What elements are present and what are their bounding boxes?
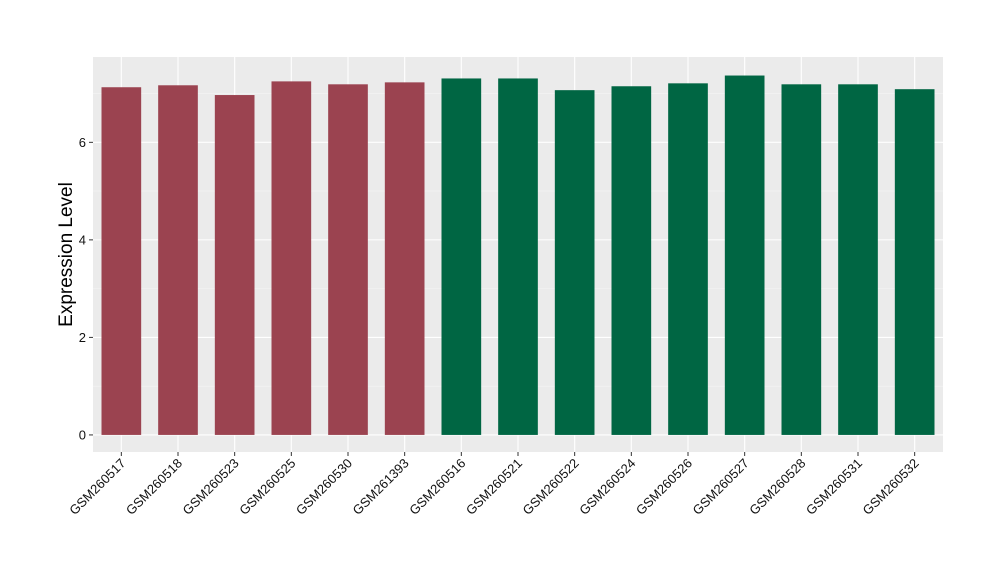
y-axis-title: Expression Level	[56, 182, 77, 327]
bar-GSM260527	[724, 75, 765, 435]
bar-GSM260521	[498, 78, 538, 435]
x-tick-label: GSM260524	[576, 456, 638, 518]
bar-GSM260528	[781, 84, 822, 435]
x-tick-label: GSM261393	[350, 456, 412, 518]
y-tick-label: 4	[79, 232, 86, 247]
bar-GSM260517	[101, 87, 142, 435]
bar-GSM260526	[668, 83, 708, 435]
x-tick-label: GSM260528	[746, 456, 808, 518]
y-tick-label: 2	[79, 330, 86, 345]
x-tick-label: GSM260532	[860, 456, 922, 518]
bar-GSM260516	[441, 78, 482, 435]
bar-GSM260524	[611, 86, 652, 435]
x-tick-label: GSM260525	[236, 456, 298, 518]
y-tick-label: 6	[79, 135, 86, 150]
x-tick-label: GSM260526	[633, 456, 695, 518]
x-tick-label: GSM260518	[123, 456, 185, 518]
x-tick-label: GSM260527	[690, 456, 752, 518]
x-tick-label: GSM260531	[803, 456, 865, 518]
bar-GSM260525	[271, 81, 312, 435]
y-tick-label: 0	[79, 427, 86, 442]
x-tick-label: GSM260521	[463, 456, 525, 518]
x-tick-label: GSM260516	[406, 456, 468, 518]
bar-GSM260522	[554, 90, 595, 435]
x-tick-label: GSM260517	[66, 456, 128, 518]
bar-GSM260523	[214, 95, 255, 435]
bars	[101, 75, 935, 435]
bar-GSM260532	[894, 89, 935, 435]
x-tick-label: GSM260522	[520, 456, 582, 518]
x-tick-label: GSM260523	[180, 456, 242, 518]
x-tick-label: GSM260530	[293, 456, 355, 518]
bar-GSM260530	[328, 84, 368, 435]
y-axis: 0 2 4 6	[79, 135, 93, 442]
bar-GSM260518	[158, 85, 198, 435]
bar-GSM261393	[384, 82, 425, 435]
x-axis: GSM260517GSM260518GSM260523GSM260525GSM2…	[66, 452, 922, 518]
bar-GSM260531	[838, 84, 878, 435]
